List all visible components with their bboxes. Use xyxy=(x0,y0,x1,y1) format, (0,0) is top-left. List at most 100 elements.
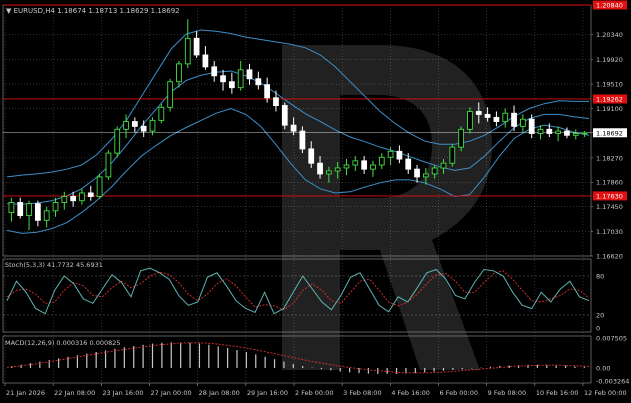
candle-body xyxy=(184,37,191,65)
level-price-tag xyxy=(593,94,627,104)
candle-body xyxy=(202,54,209,68)
candle-body xyxy=(555,130,562,134)
candle-body xyxy=(281,105,288,126)
broker-logo-watermark xyxy=(282,45,492,370)
candle-body xyxy=(405,158,412,170)
time-tick-label: 27 Jan 00:00 xyxy=(151,389,192,397)
candle-body xyxy=(220,75,226,83)
candle-body xyxy=(537,128,544,134)
stochastic-title: Stoch(5,3,3) 41.7732 45.6931 xyxy=(5,261,103,269)
candle-body xyxy=(43,210,50,221)
current-price-label: 1.18692 xyxy=(596,129,623,137)
candle-body xyxy=(211,66,218,77)
symbol-label: EURUSD,H4 xyxy=(14,7,56,15)
time-tick-label: 28 Jan 08:00 xyxy=(199,389,240,397)
candle-body xyxy=(105,152,112,178)
bollinger-lower-band xyxy=(6,107,590,234)
price-tick-label: 1.18270 xyxy=(596,154,623,162)
candle-body xyxy=(79,192,85,202)
candle-body xyxy=(449,146,456,164)
time-tick-label: 23 Jan 16:00 xyxy=(102,389,143,397)
candle-body xyxy=(422,173,429,178)
candle-body xyxy=(546,128,553,134)
candle-body xyxy=(149,119,156,132)
candle-body xyxy=(131,121,138,127)
candle-body xyxy=(246,69,253,80)
candle-body xyxy=(511,112,517,127)
candle-body xyxy=(52,202,59,212)
candle-body xyxy=(158,106,165,121)
macd-pane[interactable] xyxy=(6,342,590,374)
level-price-label: 1.17630 xyxy=(596,192,623,200)
time-tick-label: 2 Feb 00:00 xyxy=(295,389,334,397)
candle-body xyxy=(519,118,526,127)
bollinger-upper-band xyxy=(6,29,589,178)
candle-body xyxy=(352,160,359,166)
price-tick-label: 1.17450 xyxy=(596,203,623,211)
time-tick-label: 6 Feb 00:00 xyxy=(440,389,479,397)
time-tick-label: 29 Jan 16:00 xyxy=(247,389,288,397)
candle-body xyxy=(8,202,15,214)
candle-body xyxy=(370,164,376,170)
candle-body xyxy=(361,160,368,170)
candle-body xyxy=(123,121,129,130)
candle-body xyxy=(581,132,588,135)
candle-body xyxy=(308,148,315,164)
time-tick-label: 12 Feb 00:00 xyxy=(584,389,627,397)
candle-body xyxy=(34,203,41,221)
candle-body xyxy=(564,130,570,136)
price-tick-label: 1.17030 xyxy=(596,228,623,236)
candle-body xyxy=(334,167,341,172)
candle-body xyxy=(493,116,500,123)
macd-tick-label: 0.00 xyxy=(596,364,610,372)
candle-body xyxy=(484,113,491,118)
price-axis: 1.20340 1.19920 1.19510 1.19100 1.18692 1.182… xyxy=(591,0,629,386)
candle-body xyxy=(414,168,420,178)
candle-body xyxy=(378,156,385,166)
current-price-tag xyxy=(593,128,627,138)
candle-body xyxy=(431,167,438,175)
bollinger-middle-band xyxy=(6,70,590,205)
candle-body xyxy=(299,130,306,150)
chart-header: ▼ EURUSD,H4 1.18674 1.18713 1.18629 1.18… xyxy=(6,7,180,15)
candle-body xyxy=(140,125,147,132)
stochastic-tick-label: 20 xyxy=(596,312,604,320)
candle-body xyxy=(396,150,403,160)
grid-lines xyxy=(3,5,591,383)
candle-body xyxy=(572,133,579,136)
level-price-tag xyxy=(593,0,627,10)
time-tick-label: 22 Jan 08:00 xyxy=(54,389,95,397)
time-axis: 21 Jan 2026 22 Jan 08:00 23 Jan 16:00 27 Ja… xyxy=(4,383,627,397)
candle-body xyxy=(26,203,32,217)
price-tick-label: 1.19920 xyxy=(596,56,623,64)
candle-body xyxy=(458,128,465,148)
stochastic-pane[interactable] xyxy=(3,267,591,316)
candle-body xyxy=(228,81,235,89)
candle-body xyxy=(325,170,332,175)
level-price-label: 1.20840 xyxy=(596,2,623,10)
price-pane[interactable] xyxy=(3,4,591,234)
price-tick-label: 1.20340 xyxy=(596,31,623,39)
candle-body xyxy=(61,196,68,203)
candle-body xyxy=(290,124,297,132)
candle-body xyxy=(467,111,473,130)
price-tick-label: 1.17860 xyxy=(596,179,623,187)
candle-body xyxy=(70,196,77,202)
candle-body xyxy=(176,63,182,83)
header-arrow-icon: ▼ xyxy=(6,7,14,15)
time-tick-label: 10 Feb 16:00 xyxy=(536,389,579,397)
time-tick-label: 3 Feb 08:00 xyxy=(343,389,382,397)
macd-title: MACD(12,26,9) 0.000316 0.000825 xyxy=(5,339,121,347)
candle-body xyxy=(193,37,200,56)
candle-body xyxy=(114,128,121,154)
time-tick-label: 21 Jan 2026 xyxy=(6,389,45,397)
macd-tick-label: -0.003264 xyxy=(596,378,629,386)
candle-body xyxy=(255,78,262,86)
candle-body xyxy=(475,111,482,115)
candle-body xyxy=(17,202,24,217)
time-tick-label: 9 Feb 08:00 xyxy=(488,389,527,397)
macd-signal-line xyxy=(6,342,590,374)
candle-body xyxy=(167,81,174,108)
